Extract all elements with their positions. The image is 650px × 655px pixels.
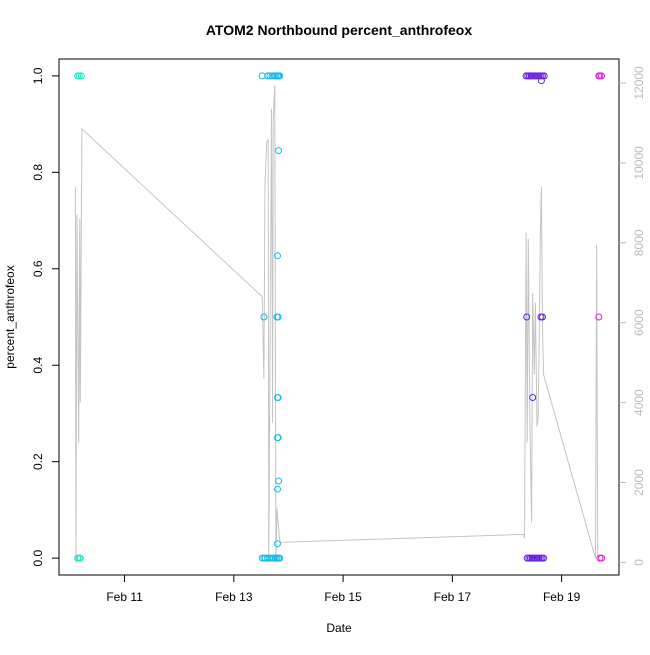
- y-tick-label: 0.6: [31, 260, 45, 277]
- y2-tick-label: 6000: [632, 309, 646, 336]
- data-point: [262, 554, 269, 562]
- plot-frame: [58, 58, 620, 576]
- x-axis: Feb 11 Feb 13 Feb 15 Feb 17 Feb 19: [106, 575, 581, 604]
- data-point: [275, 147, 283, 155]
- secondary-line-layer: [74, 84, 600, 563]
- data-point: [595, 313, 603, 321]
- data-point: [274, 540, 281, 548]
- data-point: [260, 313, 268, 321]
- y-tick-label: 0.2: [31, 453, 45, 470]
- y-tick-label: 0.8: [31, 164, 45, 181]
- data-point: [276, 554, 284, 562]
- y-axis: 0.0 0.2 0.4 0.6 0.8 1.0: [31, 67, 59, 566]
- secondary-series-line: [74, 84, 600, 563]
- data-point: [598, 72, 605, 80]
- y2-tick-label: 4000: [632, 389, 646, 416]
- y2-tick-label: 12000: [632, 66, 646, 100]
- x-tick-label: Feb 15: [324, 590, 362, 604]
- points-layer: [74, 72, 605, 562]
- x-tick-label: Feb 13: [215, 590, 253, 604]
- data-point: [274, 485, 281, 493]
- y2-tick-label: 10000: [632, 146, 646, 180]
- data-point: [264, 72, 272, 80]
- data-point: [539, 313, 546, 321]
- data-point: [540, 554, 548, 562]
- data-point: [276, 72, 284, 80]
- data-point: [274, 252, 281, 260]
- data-point: [274, 434, 282, 442]
- y2-tick-label: 0: [632, 559, 646, 566]
- data-point: [76, 554, 84, 562]
- secondary-y-axis: 0 2000 4000 6000 8000 10000 12000: [619, 66, 646, 566]
- data-point: [523, 313, 531, 321]
- chart-title: ATOM2 Northbound percent_anthrofeox: [206, 22, 472, 38]
- data-point: [598, 554, 605, 562]
- x-axis-label: Date: [326, 621, 352, 635]
- data-point: [274, 313, 282, 321]
- x-tick-label: Feb 17: [434, 590, 472, 604]
- data-point: [75, 72, 83, 80]
- data-point: [529, 394, 537, 401]
- y-tick-label: 0.4: [31, 357, 45, 374]
- y-tick-label: 0.0: [31, 549, 45, 566]
- x-tick-label: Feb 19: [543, 590, 581, 604]
- data-point: [77, 72, 85, 80]
- y-axis-label: percent_anthrofeox: [3, 265, 17, 368]
- data-point: [537, 77, 545, 85]
- data-point: [275, 477, 283, 485]
- x-tick-label: Feb 11: [106, 590, 143, 604]
- data-point: [274, 394, 282, 401]
- y2-tick-label: 8000: [632, 229, 646, 256]
- y-tick-label: 1.0: [31, 67, 45, 84]
- y2-tick-label: 2000: [632, 469, 646, 496]
